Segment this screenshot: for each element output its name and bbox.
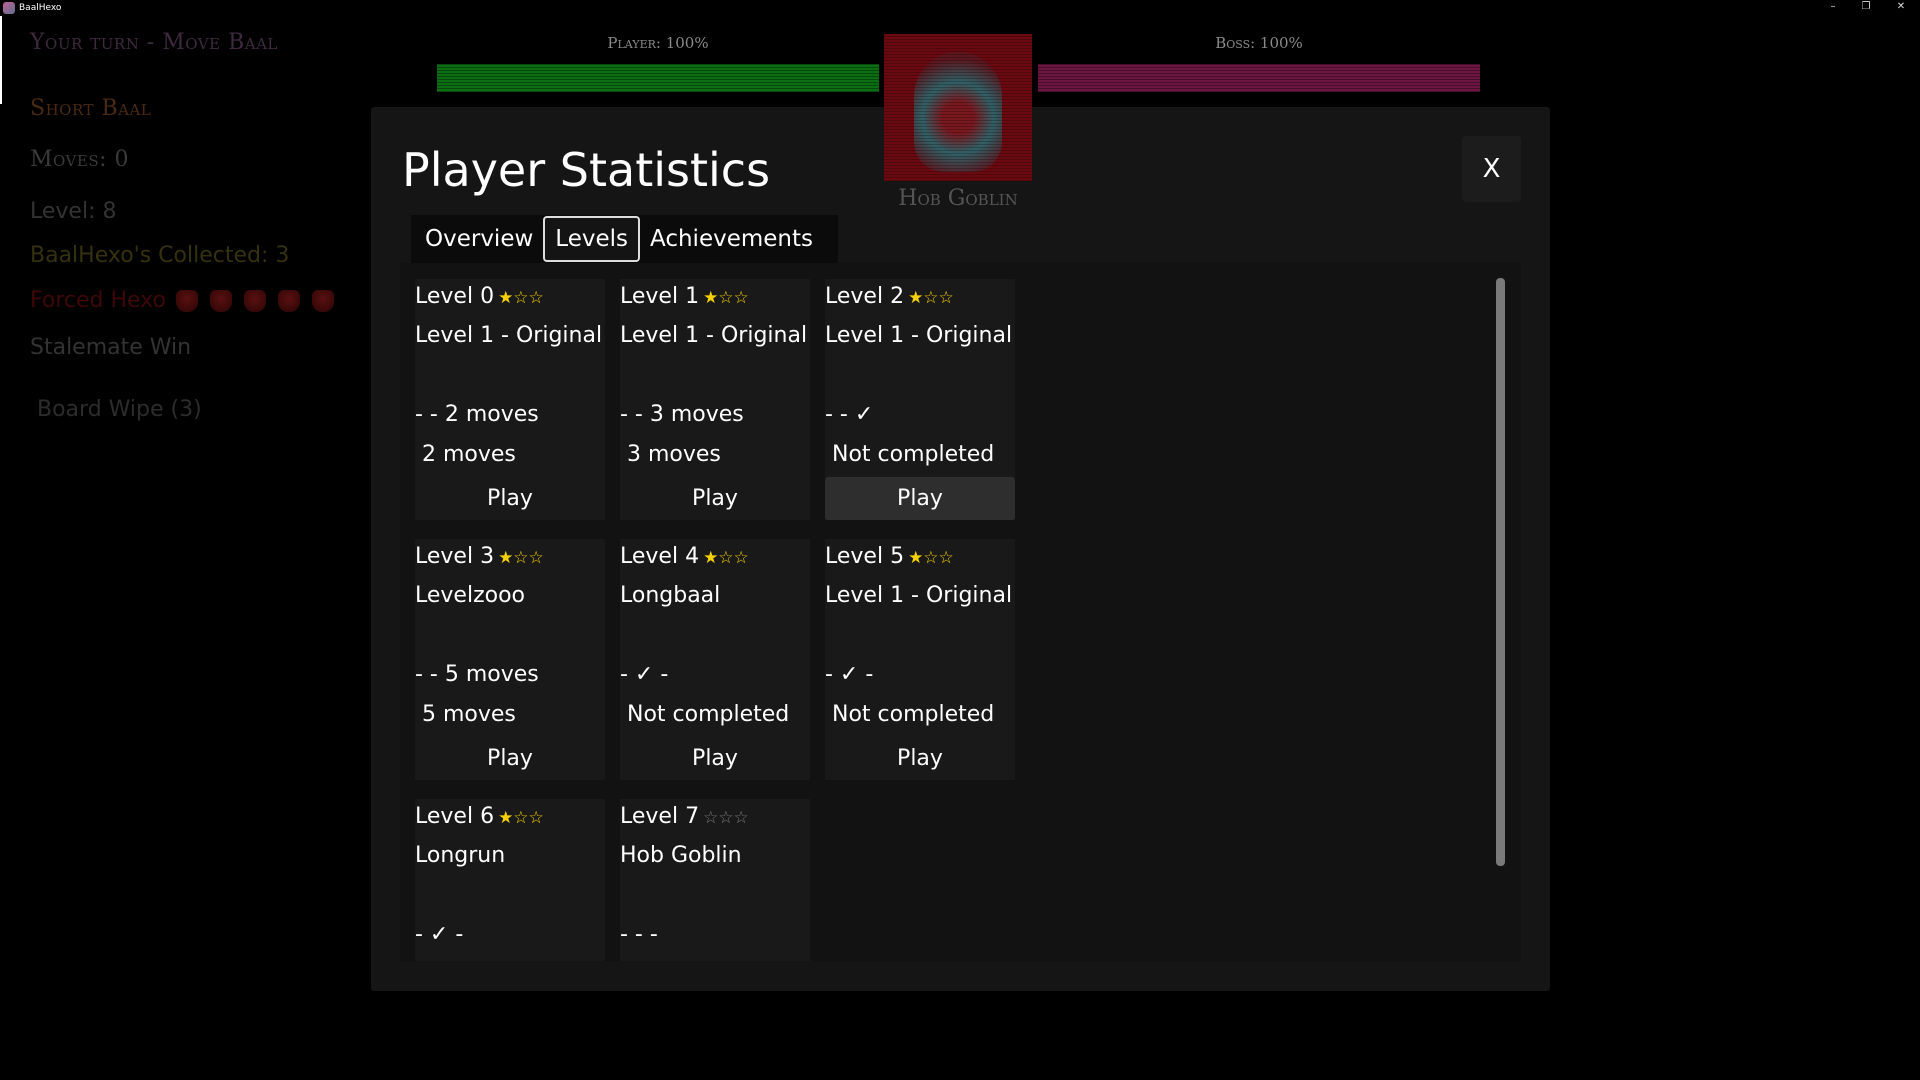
play-button[interactable]: Play — [897, 746, 943, 771]
level-record: - - 5 moves — [415, 662, 539, 687]
level-title: Level 4 ★☆☆ — [620, 544, 749, 569]
window-edge — [0, 16, 2, 104]
boss-name: Hob Goblin — [898, 186, 1018, 211]
player-health-label: Player: 100% — [607, 34, 709, 52]
level-name: Longrun — [415, 843, 506, 868]
play-button[interactable]: Play — [487, 486, 533, 511]
star-rating-icon: ☆☆☆ — [703, 808, 749, 828]
level-number: Level 3 — [415, 544, 495, 569]
demon-face-icon — [209, 289, 232, 312]
window-titlebar: BaalHexo – ❐ ✕ — [0, 0, 1920, 16]
level-record: - - ✓ — [825, 402, 874, 427]
level-name: Level 1 - Original — [415, 323, 603, 348]
play-button[interactable]: Play — [692, 746, 738, 771]
level-name: Level 1 - Original — [620, 323, 808, 348]
window-title: BaalHexo — [19, 3, 62, 13]
level-title: Level 3 ★☆☆ — [415, 544, 544, 569]
tab-levels[interactable]: Levels — [543, 216, 640, 262]
demon-face-icon — [243, 289, 266, 312]
level-name: Levelzooo — [415, 583, 525, 608]
tab-bar: Overview Levels Achievements — [411, 215, 838, 263]
level-number: Level 6 — [415, 804, 495, 829]
boss-health-label: Boss: 100% — [1215, 34, 1303, 52]
board-wipe-button[interactable]: Board Wipe (3) — [37, 397, 202, 422]
boss-portrait — [884, 34, 1032, 181]
level-card: Level 2 ★☆☆ Level 1 - Original - - ✓ Not com… — [825, 279, 1015, 520]
forced-hexo-icons — [175, 289, 334, 312]
level-record: - ✓ - — [415, 922, 464, 947]
dialog-title: Player Statistics — [402, 143, 771, 197]
level-name: Longbaal — [620, 583, 721, 608]
moves-count: Moves: 0 — [30, 147, 130, 172]
level-number: Level 2 — [825, 284, 905, 309]
level-title: Level 0 ★☆☆ — [415, 284, 544, 309]
player-health-bar — [437, 64, 879, 92]
level-title: Level 2 ★☆☆ — [825, 284, 954, 309]
level-best: Not completed — [627, 702, 790, 727]
level-best: 2 moves — [422, 442, 516, 467]
collected-count: BaalHexo's Collected: 3 — [30, 243, 290, 268]
play-button[interactable]: Play — [487, 746, 533, 771]
level-record: - - 2 moves — [415, 402, 539, 427]
star-rating-icon: ★☆☆ — [498, 288, 544, 308]
forced-hexo: Forced Hexo — [30, 288, 334, 313]
level-card: Level 4 ★☆☆ Longbaal - ✓ - Not completed Play — [620, 539, 810, 780]
level-record: - - 3 moves — [620, 402, 744, 427]
level-number: Level 0 — [415, 284, 495, 309]
level-best: 3 moves — [627, 442, 721, 467]
star-rating-icon: ★☆☆ — [908, 288, 954, 308]
tab-achievements[interactable]: Achievements — [650, 226, 813, 252]
level-card: Level 3 ★☆☆ Levelzooo - - 5 moves 5 moves Pla… — [415, 539, 605, 780]
star-rating-icon: ★☆☆ — [703, 548, 749, 568]
app-icon — [3, 2, 15, 14]
close-button[interactable]: X — [1462, 136, 1521, 202]
level-number: Level 1 — [620, 284, 700, 309]
level-card: Level 7 ☆☆☆ Hob Goblin - - - — [620, 799, 810, 961]
game-mode: Short Baal — [30, 96, 152, 121]
level-title: Level 6 ★☆☆ — [415, 804, 544, 829]
level-card: Level 0 ★☆☆ Level 1 - Original - - 2 moves 2… — [415, 279, 605, 520]
level-number: Level 4 — [620, 544, 700, 569]
demon-face-icon — [277, 289, 300, 312]
level-name: Level 1 - Original — [825, 323, 1013, 348]
star-rating-icon: ★☆☆ — [498, 548, 544, 568]
level-card: Level 6 ★☆☆ Longrun - ✓ - — [415, 799, 605, 961]
close-window-button[interactable]: ✕ — [1896, 1, 1906, 12]
minimize-button[interactable]: – — [1830, 1, 1836, 12]
level-best: Not completed — [832, 702, 995, 727]
demon-face-icon — [311, 289, 334, 312]
demon-face-icon — [175, 289, 198, 312]
level-title: Level 5 ★☆☆ — [825, 544, 954, 569]
play-button[interactable]: Play — [825, 477, 1015, 520]
play-button[interactable]: Play — [692, 486, 738, 511]
level-record: - - - — [620, 922, 658, 947]
tab-overview[interactable]: Overview — [425, 226, 534, 252]
level-name: Level 1 - Original — [825, 583, 1013, 608]
level-number: Level 5 — [825, 544, 905, 569]
level-number: Level 7 — [620, 804, 700, 829]
level-best: 5 moves — [422, 702, 516, 727]
turn-status: Your turn - Move Baal — [30, 30, 278, 55]
star-rating-icon: ★☆☆ — [498, 808, 544, 828]
levels-list: Level 0 ★☆☆ Level 1 - Original - - 2 moves 2… — [400, 263, 1521, 961]
level-record: - ✓ - — [825, 662, 874, 687]
scrollbar[interactable] — [1496, 278, 1505, 866]
star-rating-icon: ★☆☆ — [703, 288, 749, 308]
level-record: - ✓ - — [620, 662, 669, 687]
current-level: Level: 8 — [30, 199, 117, 224]
boss-health-bar — [1038, 64, 1480, 92]
level-card: Level 5 ★☆☆ Level 1 - Original - ✓ - Not com… — [825, 539, 1015, 780]
player-statistics-dialog: Player Statistics X Overview Levels Achi… — [371, 107, 1550, 991]
level-best: Not completed — [832, 442, 995, 467]
level-title: Level 1 ★☆☆ — [620, 284, 749, 309]
level-card: Level 1 ★☆☆ Level 1 - Original - - 3 moves 3… — [620, 279, 810, 520]
star-rating-icon: ★☆☆ — [908, 548, 954, 568]
level-title: Level 7 ☆☆☆ — [620, 804, 749, 829]
level-name: Hob Goblin — [620, 843, 742, 868]
stalemate-win: Stalemate Win — [30, 335, 192, 360]
forced-hexo-label: Forced Hexo — [30, 288, 166, 313]
restore-button[interactable]: ❐ — [1861, 1, 1871, 12]
